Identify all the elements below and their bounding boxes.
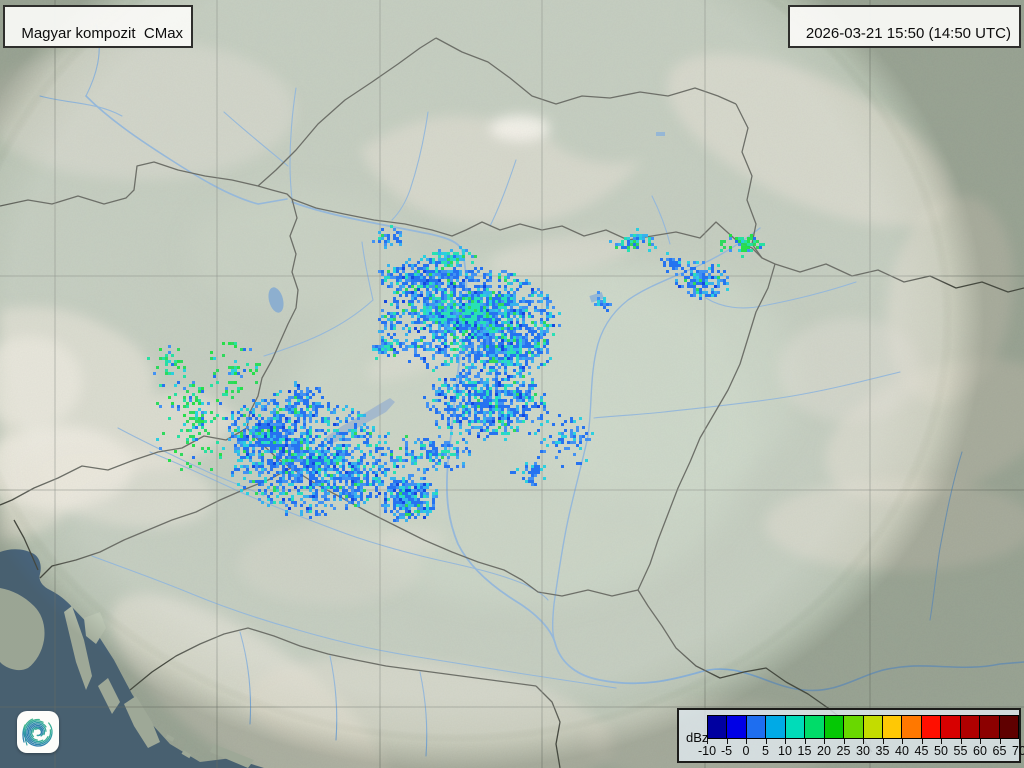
product-label-box: Magyar kompozit CMax xyxy=(3,5,194,48)
legend-tick-label: -10 xyxy=(697,744,717,758)
timestamp-box: 2026-03-21 15:50 (14:50 UTC) xyxy=(787,5,1021,48)
legend-tick-label: 5 xyxy=(762,744,769,758)
legend-color-cell xyxy=(980,716,1000,738)
legend-tick-mark xyxy=(824,739,825,744)
spiral-logo-icon xyxy=(22,717,53,747)
legend-color-cell xyxy=(766,716,786,738)
legend-tick-label: 65 xyxy=(992,744,1007,758)
legend-tick-label: 35 xyxy=(875,744,890,758)
legend-color-cell xyxy=(746,716,767,738)
legend-tick-label: -5 xyxy=(720,744,733,758)
legend-tick-label: 50 xyxy=(934,744,948,758)
legend-tick-label: 15 xyxy=(797,744,812,758)
legend-tick-mark xyxy=(785,739,786,744)
legend-color-cell xyxy=(727,716,747,738)
legend-color-cell xyxy=(824,716,845,738)
legend-tick-label: 0 xyxy=(742,744,750,758)
legend-tick-label: 45 xyxy=(914,744,929,758)
legend-tick-label: 60 xyxy=(973,744,987,758)
legend-tick-mark xyxy=(1019,739,1020,744)
legend-tick-label: 40 xyxy=(895,744,909,758)
product-label-text: Magyar kompozit CMax xyxy=(21,25,184,42)
radar-echo-layer xyxy=(147,225,765,522)
legend-unit-label: dBz xyxy=(686,730,709,745)
legend-color-cell xyxy=(882,716,903,738)
legend-color-cell xyxy=(921,716,942,738)
legend-tick-label: 20 xyxy=(817,744,831,758)
radar-echo-pixels xyxy=(153,228,750,522)
met-service-logo xyxy=(17,711,59,753)
legend-tick-mark xyxy=(882,739,884,744)
legend-tick-label: 25 xyxy=(836,744,851,758)
legend-tick-mark xyxy=(765,739,767,744)
timestamp-text: 2026-03-21 15:50 (14:50 UTC) xyxy=(805,25,1011,42)
legend-color-cell xyxy=(785,716,806,738)
radar-echo-pixels xyxy=(159,228,762,522)
legend-tick-mark xyxy=(902,739,903,744)
legend-color-cell xyxy=(999,716,1018,738)
legend-color-scale xyxy=(707,715,1019,739)
legend-color-cell xyxy=(805,716,825,738)
legend-tick-label: 55 xyxy=(953,744,968,758)
legend-color-cell xyxy=(844,716,864,738)
dbz-color-legend: dBz -10 -5 0 5 10 15 20 25 30 35 40 45 50 55 60 65 70 xyxy=(677,708,1024,763)
legend-tick-mark xyxy=(941,739,942,744)
legend-color-cell xyxy=(708,716,728,738)
legend-tick-mark xyxy=(707,739,708,744)
legend-tick-mark xyxy=(980,739,981,744)
legend-color-cell xyxy=(902,716,922,738)
legend-color-cell xyxy=(941,716,961,738)
legend-tick-mark xyxy=(863,739,864,744)
legend-tick-label: 70 xyxy=(1012,744,1024,758)
legend-tick-label: 30 xyxy=(856,744,870,758)
legend-color-cell xyxy=(960,716,981,738)
legend-tick-mark xyxy=(999,739,1001,744)
legend-tick-mark xyxy=(843,739,845,744)
legend-color-cell xyxy=(863,716,883,738)
legend-tick-mark xyxy=(726,739,728,744)
legend-tick-label: 10 xyxy=(778,744,792,758)
legend-tick-mark xyxy=(960,739,962,744)
legend-tick-mark xyxy=(746,739,747,744)
legend-tick-mark xyxy=(804,739,806,744)
legend-tick-mark xyxy=(921,739,923,744)
